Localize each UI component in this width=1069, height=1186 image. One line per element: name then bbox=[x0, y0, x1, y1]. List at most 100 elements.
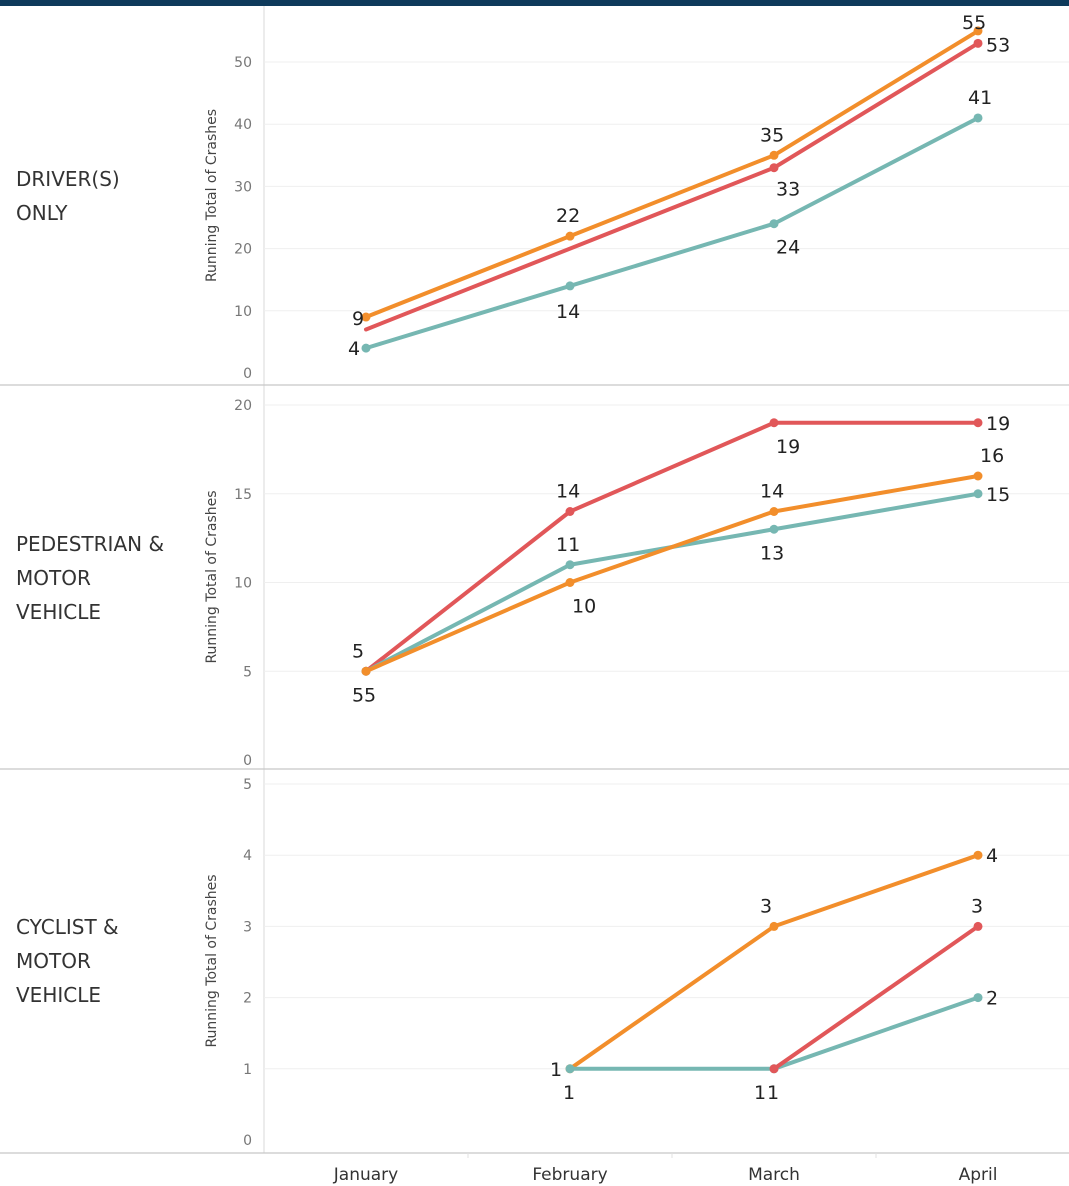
y-tick-label: 15 bbox=[234, 487, 252, 503]
row-label-line: PEDESTRIAN & bbox=[16, 532, 165, 556]
data-point bbox=[565, 507, 575, 516]
data-point bbox=[361, 312, 371, 322]
data-label: 19 bbox=[776, 436, 800, 458]
series-line bbox=[568, 853, 980, 1071]
data-label: 5 bbox=[352, 640, 364, 662]
x-tick-label: January bbox=[333, 1165, 398, 1185]
data-point bbox=[769, 507, 779, 516]
y-tick-label: 0 bbox=[243, 366, 252, 382]
data-point bbox=[973, 850, 983, 860]
data-label: 5 bbox=[364, 684, 376, 706]
data-label: 1 bbox=[754, 1082, 766, 1104]
data-point bbox=[973, 418, 983, 428]
data-point bbox=[973, 921, 983, 931]
data-point bbox=[565, 560, 575, 570]
data-label: 11 bbox=[556, 534, 580, 556]
y-tick-label: 5 bbox=[243, 777, 252, 793]
row-label-line: CYCLIST & bbox=[16, 915, 119, 939]
data-point bbox=[973, 471, 983, 481]
data-label: 33 bbox=[776, 179, 800, 201]
data-point bbox=[769, 418, 779, 428]
x-tick-label: April bbox=[959, 1165, 998, 1185]
data-point bbox=[361, 666, 371, 676]
data-label: 1 bbox=[767, 1082, 779, 1104]
data-label: 1 bbox=[563, 1082, 575, 1104]
data-label: 35 bbox=[760, 124, 784, 146]
y-tick-label: 4 bbox=[243, 848, 252, 864]
y-axis-title: Running Total of Crashes bbox=[204, 490, 220, 663]
header-bar bbox=[0, 0, 1069, 6]
data-label: 14 bbox=[760, 481, 784, 503]
y-tick-label: 10 bbox=[234, 304, 252, 320]
series-line bbox=[364, 28, 980, 320]
series-line bbox=[568, 995, 980, 1071]
data-point bbox=[769, 921, 779, 931]
data-label: 5 bbox=[352, 684, 364, 706]
data-point bbox=[361, 343, 371, 353]
data-label: 14 bbox=[556, 481, 580, 503]
y-tick-label: 0 bbox=[243, 1133, 252, 1149]
data-label: 9 bbox=[352, 308, 364, 330]
series-line bbox=[364, 41, 980, 332]
y-tick-label: 50 bbox=[234, 55, 252, 71]
data-point bbox=[973, 489, 983, 499]
data-point bbox=[769, 524, 779, 534]
y-axis-title: Running Total of Crashes bbox=[204, 874, 220, 1047]
data-point bbox=[769, 1064, 779, 1074]
x-tick-label: February bbox=[532, 1165, 607, 1185]
row-label-line: DRIVER(S) bbox=[16, 167, 120, 191]
series-line bbox=[772, 924, 980, 1071]
row-label-line: VEHICLE bbox=[16, 600, 101, 624]
data-point bbox=[973, 993, 983, 1003]
data-label: 3 bbox=[760, 895, 772, 917]
data-point bbox=[565, 578, 575, 587]
data-point bbox=[973, 38, 983, 48]
row-label-line: MOTOR bbox=[16, 949, 91, 973]
y-tick-label: 10 bbox=[234, 576, 252, 592]
y-tick-label: 5 bbox=[243, 664, 252, 680]
data-point bbox=[565, 1064, 575, 1074]
data-label: 19 bbox=[986, 413, 1010, 435]
series-line bbox=[364, 115, 980, 351]
y-tick-label: 30 bbox=[234, 179, 252, 195]
data-label: 4 bbox=[986, 845, 998, 867]
data-label: 13 bbox=[760, 542, 784, 564]
series-line bbox=[364, 420, 980, 674]
data-label: 24 bbox=[776, 237, 800, 259]
y-tick-label: 0 bbox=[243, 753, 252, 769]
row-label-drivers-only: DRIVER(S) ONLY bbox=[16, 162, 191, 230]
row-label-line: VEHICLE bbox=[16, 983, 101, 1007]
data-label: 10 bbox=[572, 596, 596, 618]
row-label-line: ONLY bbox=[16, 201, 68, 225]
data-point bbox=[565, 281, 575, 291]
x-tick-label: March bbox=[748, 1165, 800, 1185]
data-label: 14 bbox=[556, 301, 580, 323]
data-label: 16 bbox=[980, 445, 1004, 467]
y-axis-title: Running Total of Crashes bbox=[204, 109, 220, 282]
data-label: 4 bbox=[348, 338, 360, 360]
y-tick-label: 3 bbox=[243, 919, 252, 935]
data-label: 1 bbox=[550, 1059, 562, 1081]
data-point bbox=[973, 113, 983, 123]
data-label: 22 bbox=[556, 205, 580, 227]
data-label: 41 bbox=[968, 87, 992, 109]
y-tick-label: 2 bbox=[243, 991, 252, 1007]
y-tick-label: 20 bbox=[234, 242, 252, 258]
series-line bbox=[364, 474, 980, 674]
row-label-line: MOTOR bbox=[16, 566, 91, 590]
data-point bbox=[769, 219, 779, 229]
data-point bbox=[565, 231, 575, 241]
data-label: 3 bbox=[971, 895, 983, 917]
row-label-pedestrian: PEDESTRIAN & MOTOR VEHICLE bbox=[16, 527, 191, 629]
y-tick-label: 40 bbox=[234, 117, 252, 133]
data-point bbox=[973, 26, 983, 36]
data-label: 53 bbox=[986, 34, 1010, 56]
row-label-cyclist: CYCLIST & MOTOR VEHICLE bbox=[16, 910, 191, 1012]
y-tick-label: 20 bbox=[234, 398, 252, 414]
data-label: 2 bbox=[986, 988, 998, 1010]
y-tick-label: 1 bbox=[243, 1062, 252, 1078]
data-point bbox=[769, 163, 779, 173]
data-point bbox=[769, 150, 779, 160]
data-label: 55 bbox=[962, 12, 986, 34]
